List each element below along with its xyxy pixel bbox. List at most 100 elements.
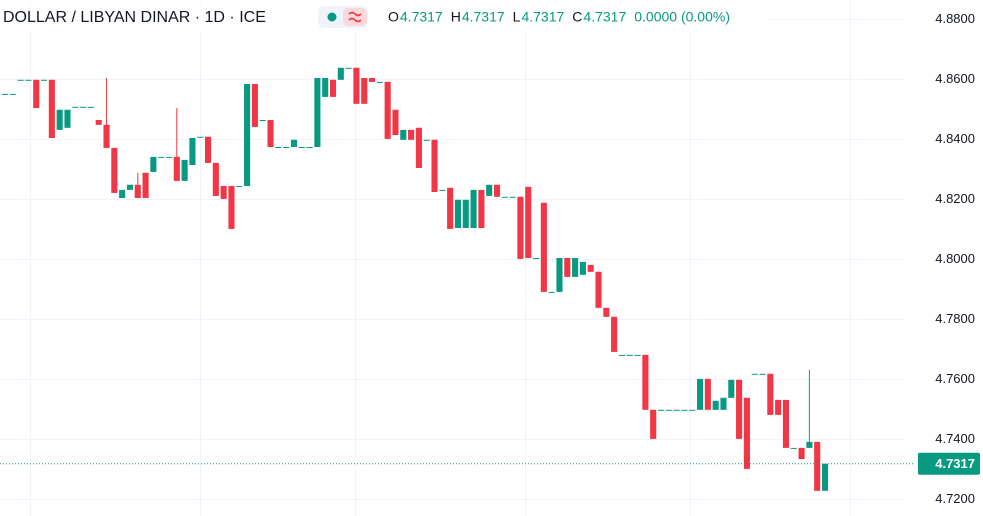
candle-body (423, 139, 430, 141)
candle-body (572, 258, 579, 277)
candle-body (72, 106, 79, 108)
candle-body (400, 129, 407, 140)
candle-body (821, 463, 829, 491)
data-warning-button[interactable] (343, 8, 367, 26)
legend-value: 4.7317 (400, 9, 443, 25)
legend-key: H (451, 9, 461, 25)
candle-body (712, 400, 719, 410)
candle-body (431, 139, 438, 192)
candle-body (759, 373, 766, 375)
candle-body (447, 187, 454, 229)
candle-body (353, 67, 360, 104)
candle-body (501, 196, 508, 198)
candle-body (611, 316, 618, 352)
candle-body (751, 373, 758, 375)
candle-body (486, 184, 493, 196)
candle-body (345, 67, 352, 69)
candle-body (369, 78, 376, 82)
candle-body (119, 189, 126, 198)
candle-body (548, 291, 555, 293)
candle-body (290, 139, 297, 147)
candle-body (306, 147, 313, 148)
candle-body (205, 136, 212, 163)
candle-body (790, 447, 797, 449)
y-tick-label: 4.8800 (935, 11, 975, 26)
candle-body (587, 264, 594, 272)
y-tick-label: 4.8600 (935, 71, 975, 86)
candle-body (533, 258, 540, 259)
candle-body (189, 138, 196, 165)
candle-body (103, 124, 110, 148)
candle-body (1, 93, 9, 95)
candle-body (283, 147, 290, 148)
candle-body (314, 78, 321, 147)
candle-body (150, 156, 157, 172)
candle-body (259, 120, 266, 121)
candle-body (478, 189, 485, 228)
candle-body (556, 258, 563, 292)
candle-body (509, 196, 516, 198)
candle-body (48, 79, 55, 138)
candle-body (126, 184, 133, 190)
candle-body (17, 79, 24, 81)
candle-body (540, 202, 547, 292)
candle-body (142, 172, 149, 198)
candle-body (236, 186, 243, 187)
legend-key: C (572, 9, 582, 25)
candle-body (564, 258, 571, 277)
candle-body (376, 81, 383, 83)
candle-body (322, 78, 329, 97)
y-tick-label: 4.7400 (935, 431, 975, 446)
candle-body (244, 84, 251, 186)
candle-body (704, 378, 711, 410)
grid: 4.7200 4.7400 4.7600 4.7800 4.8000 4.8200 4.84… (0, 11, 975, 506)
candle-body (197, 136, 204, 138)
candle-body (689, 409, 696, 411)
legend-key: L (513, 9, 521, 25)
legend-value: 4.7317 (462, 9, 505, 25)
y-tick-label: 4.7800 (935, 311, 975, 326)
candle-body (415, 127, 422, 168)
candle-body (408, 129, 415, 140)
header: DOLLAR / LIBYAN DINAR · 1D · ICE O 4.7317… (0, 2, 770, 32)
candle-body (134, 184, 141, 198)
candle-body (814, 441, 821, 491)
candle-body (673, 409, 680, 411)
candle-body (439, 189, 446, 191)
last-price-badge (918, 452, 980, 475)
legend-key: O (388, 9, 399, 25)
candle-body (681, 409, 688, 411)
candle-body (392, 109, 399, 135)
candle-body (493, 184, 501, 197)
candles (1, 67, 829, 491)
candle-body (228, 186, 235, 229)
market-status-icon[interactable] (327, 12, 337, 22)
candle-body (775, 399, 782, 415)
candle-body (384, 81, 391, 139)
candle-body (736, 379, 743, 439)
candle-body (782, 399, 789, 448)
candle-body (806, 441, 813, 448)
candle-body (470, 189, 477, 228)
candle-body (634, 354, 641, 356)
candle-body (173, 156, 180, 181)
candle-body (798, 447, 805, 459)
y-tick-label: 4.8400 (935, 131, 975, 146)
candle-body (657, 409, 665, 411)
last-price-label: 4.7317 (935, 456, 975, 471)
candle-body (212, 162, 219, 196)
candle-body (337, 67, 344, 80)
candle-body (697, 378, 704, 410)
y-tick-label: 4.7600 (935, 371, 975, 386)
candle-body (64, 109, 71, 128)
candle-body (275, 147, 282, 148)
candle-body (626, 354, 633, 356)
legend-value: 4.7317 (583, 9, 626, 25)
candle-body (111, 147, 118, 193)
candle-body (618, 354, 625, 356)
warning-icon (348, 11, 362, 23)
candle-body (743, 397, 750, 469)
chart-title: DOLLAR / LIBYAN DINAR · 1D · ICE (3, 9, 266, 26)
